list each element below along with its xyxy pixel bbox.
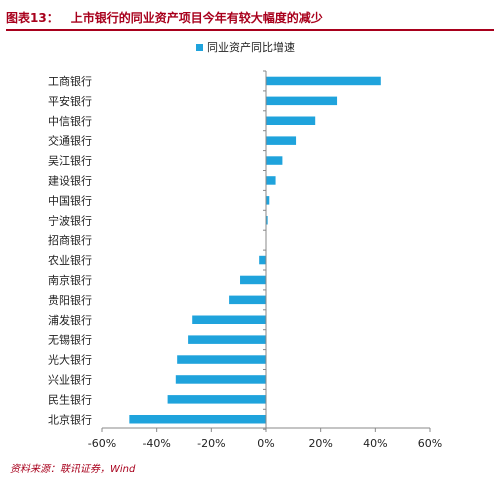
chart-title: 上市银行的同业资产项目今年有较大幅度的减少 — [70, 10, 323, 25]
category-label: 交通银行 — [48, 134, 92, 148]
bar-13 — [192, 315, 266, 324]
category-label: 吴江银行 — [48, 154, 92, 168]
x-tick-label: 40% — [363, 437, 387, 450]
bar-17 — [167, 395, 266, 404]
x-tick-label: 60% — [418, 437, 442, 450]
x-tick-label: 0% — [257, 437, 274, 450]
bar-14 — [188, 335, 266, 344]
x-tick-label: 20% — [308, 437, 332, 450]
bar-3 — [266, 116, 316, 125]
bar-15 — [177, 355, 266, 364]
category-label: 贵阳银行 — [48, 293, 92, 307]
bar-10 — [259, 255, 266, 265]
category-label: 工商银行 — [48, 74, 92, 88]
category-label: 浦发银行 — [48, 313, 92, 327]
category-label: 兴业银行 — [48, 372, 92, 386]
bar-16 — [175, 375, 266, 384]
bar-7 — [266, 196, 270, 205]
category-label: 平安银行 — [48, 94, 92, 108]
chart-header: 图表13： 上市银行的同业资产项目今年有较大幅度的减少 — [6, 6, 494, 28]
legend-swatch — [196, 44, 203, 51]
bar-12 — [229, 295, 266, 305]
bar-1 — [266, 76, 381, 86]
bar-8 — [266, 216, 268, 225]
bar-11 — [240, 275, 266, 285]
bar-4 — [266, 136, 297, 145]
legend-label: 同业资产同比增速 — [207, 40, 295, 54]
bar-18 — [129, 415, 266, 424]
category-label: 南京银行 — [48, 273, 92, 287]
category-label: 中国银行 — [48, 193, 92, 207]
x-tick-label: -40% — [142, 437, 170, 450]
category-label: 农业银行 — [48, 253, 92, 267]
figure-label: 图表13： — [6, 10, 59, 25]
category-label: 宁波银行 — [48, 213, 92, 227]
category-label: 民生银行 — [48, 392, 92, 406]
bar-6 — [266, 176, 276, 185]
bar-2 — [266, 96, 338, 106]
bar-5 — [266, 156, 283, 165]
category-label: 北京银行 — [48, 412, 92, 426]
category-label: 招商银行 — [48, 233, 92, 247]
x-tick-label: -20% — [197, 437, 225, 450]
category-label: 建设银行 — [48, 173, 92, 187]
category-label: 光大银行 — [48, 353, 92, 367]
x-tick-label: -60% — [88, 437, 116, 450]
category-label: 无锡银行 — [48, 333, 92, 347]
title-underline — [6, 29, 494, 31]
source-note: 资料来源：联讯证券，Wind — [10, 464, 136, 475]
category-label: 中信银行 — [48, 114, 92, 128]
